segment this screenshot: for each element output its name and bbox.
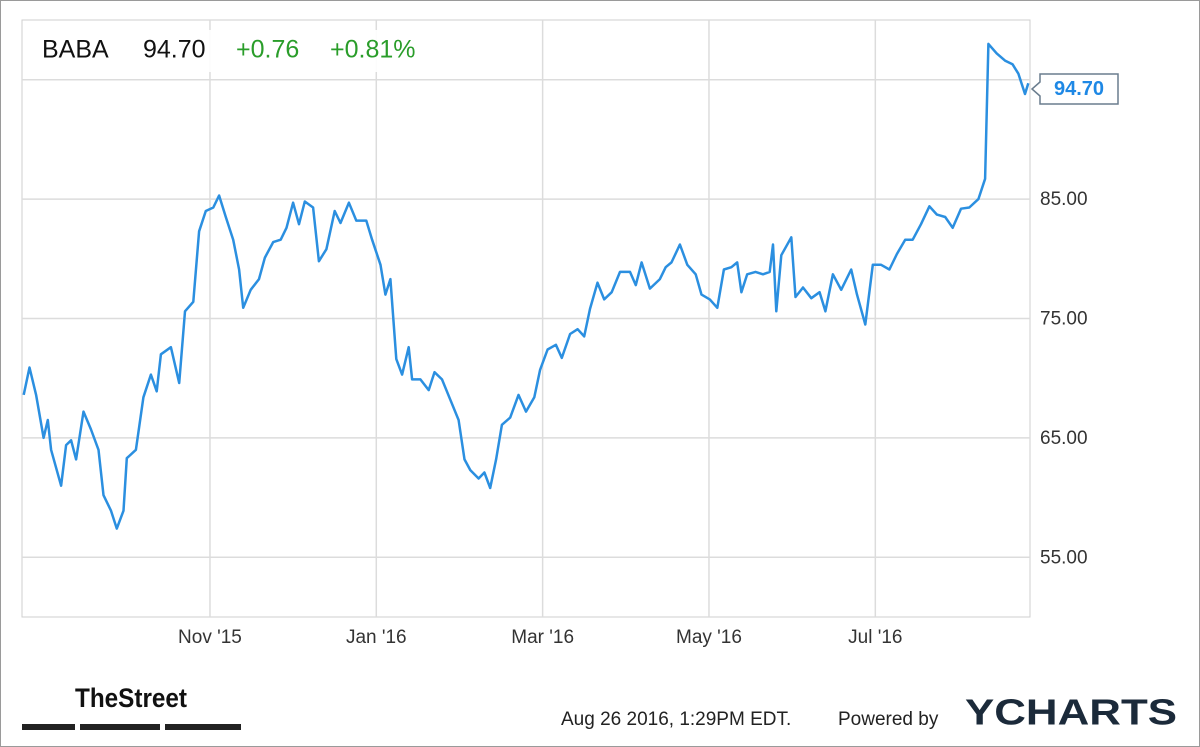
grid: 55.00 65.00 75.00 85.00 Nov '15 Jan '16 Mar '1…: [21, 19, 1088, 648]
y-tick-label: 75.00: [1040, 309, 1088, 330]
x-tick-label: Jul '16: [848, 627, 902, 648]
logo-bar: [22, 724, 75, 730]
flag-box: [1030, 73, 1119, 105]
change: +0.76: [236, 36, 299, 64]
x-tick-label: Jan '16: [346, 627, 407, 648]
source-logo: TheStreet: [75, 683, 187, 713]
y-tick-label: 55.00: [1040, 547, 1088, 568]
logo-bar: [80, 724, 160, 730]
x-tick-label: May '16: [676, 627, 742, 648]
x-tick-label: Mar '16: [511, 627, 574, 648]
logo-bar: [165, 724, 241, 730]
y-tick-label: 85.00: [1040, 189, 1088, 210]
last-price-flag: 94.70: [1030, 73, 1119, 105]
change-pct: +0.81%: [330, 36, 416, 64]
timestamp: Aug 26 2016, 1:29PM EDT.: [561, 709, 791, 730]
brand-logo: YCHARTS: [965, 692, 1177, 733]
price-line: [22, 42, 1030, 530]
header-box: [30, 30, 455, 72]
ticker: BABA: [42, 36, 109, 64]
price: 94.70: [143, 36, 206, 64]
plot: [22, 42, 1030, 530]
powered-by: Powered by: [838, 709, 939, 730]
last-price: 94.70: [1054, 78, 1104, 100]
x-tick-label: Nov '15: [178, 627, 242, 648]
y-tick-label: 65.00: [1040, 428, 1088, 449]
